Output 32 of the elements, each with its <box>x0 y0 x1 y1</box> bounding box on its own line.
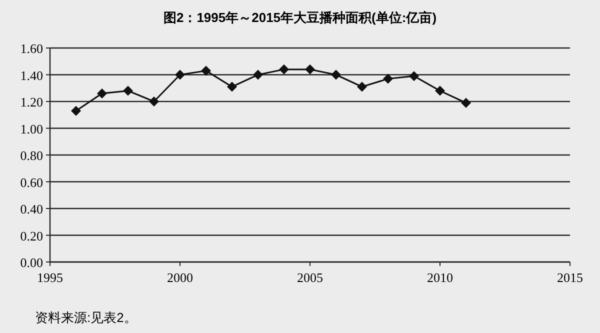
text: 资料来源:见表2。 <box>35 310 137 325</box>
point <box>149 96 159 106</box>
y-tick-label: 1.60 <box>20 41 43 56</box>
y-tick-label: 1.20 <box>20 94 43 110</box>
point <box>253 70 263 80</box>
x-tick-label: 2015 <box>557 270 583 285</box>
point <box>71 106 81 116</box>
point <box>435 86 445 96</box>
point <box>461 98 471 108</box>
y-tick-label: 0.00 <box>20 255 43 270</box>
point <box>383 74 393 84</box>
point <box>123 86 133 96</box>
point <box>175 70 185 80</box>
x-tick-label: 1995 <box>37 270 63 285</box>
y-tick-label: 1.00 <box>20 121 43 136</box>
point <box>279 64 289 74</box>
x-tick-label: 2005 <box>297 270 323 285</box>
y-tick-label: 0.20 <box>20 228 43 244</box>
x-tick-label: 2010 <box>427 270 453 285</box>
point <box>227 82 237 92</box>
y-tick-label: 0.80 <box>20 148 43 163</box>
point <box>201 66 211 76</box>
point <box>409 71 419 82</box>
y-tick-label: 0.40 <box>20 202 43 216</box>
chart-title: 图2：1995年～2015年大豆播种面积(单位:亿亩) <box>163 10 437 25</box>
point <box>305 64 315 74</box>
point <box>97 88 107 98</box>
point <box>331 70 341 80</box>
x-tick-label: 2000 <box>167 270 193 285</box>
y-tick-label: 0.60 <box>20 174 43 190</box>
point <box>357 82 367 92</box>
y-tick-label: 1.40 <box>20 68 43 83</box>
